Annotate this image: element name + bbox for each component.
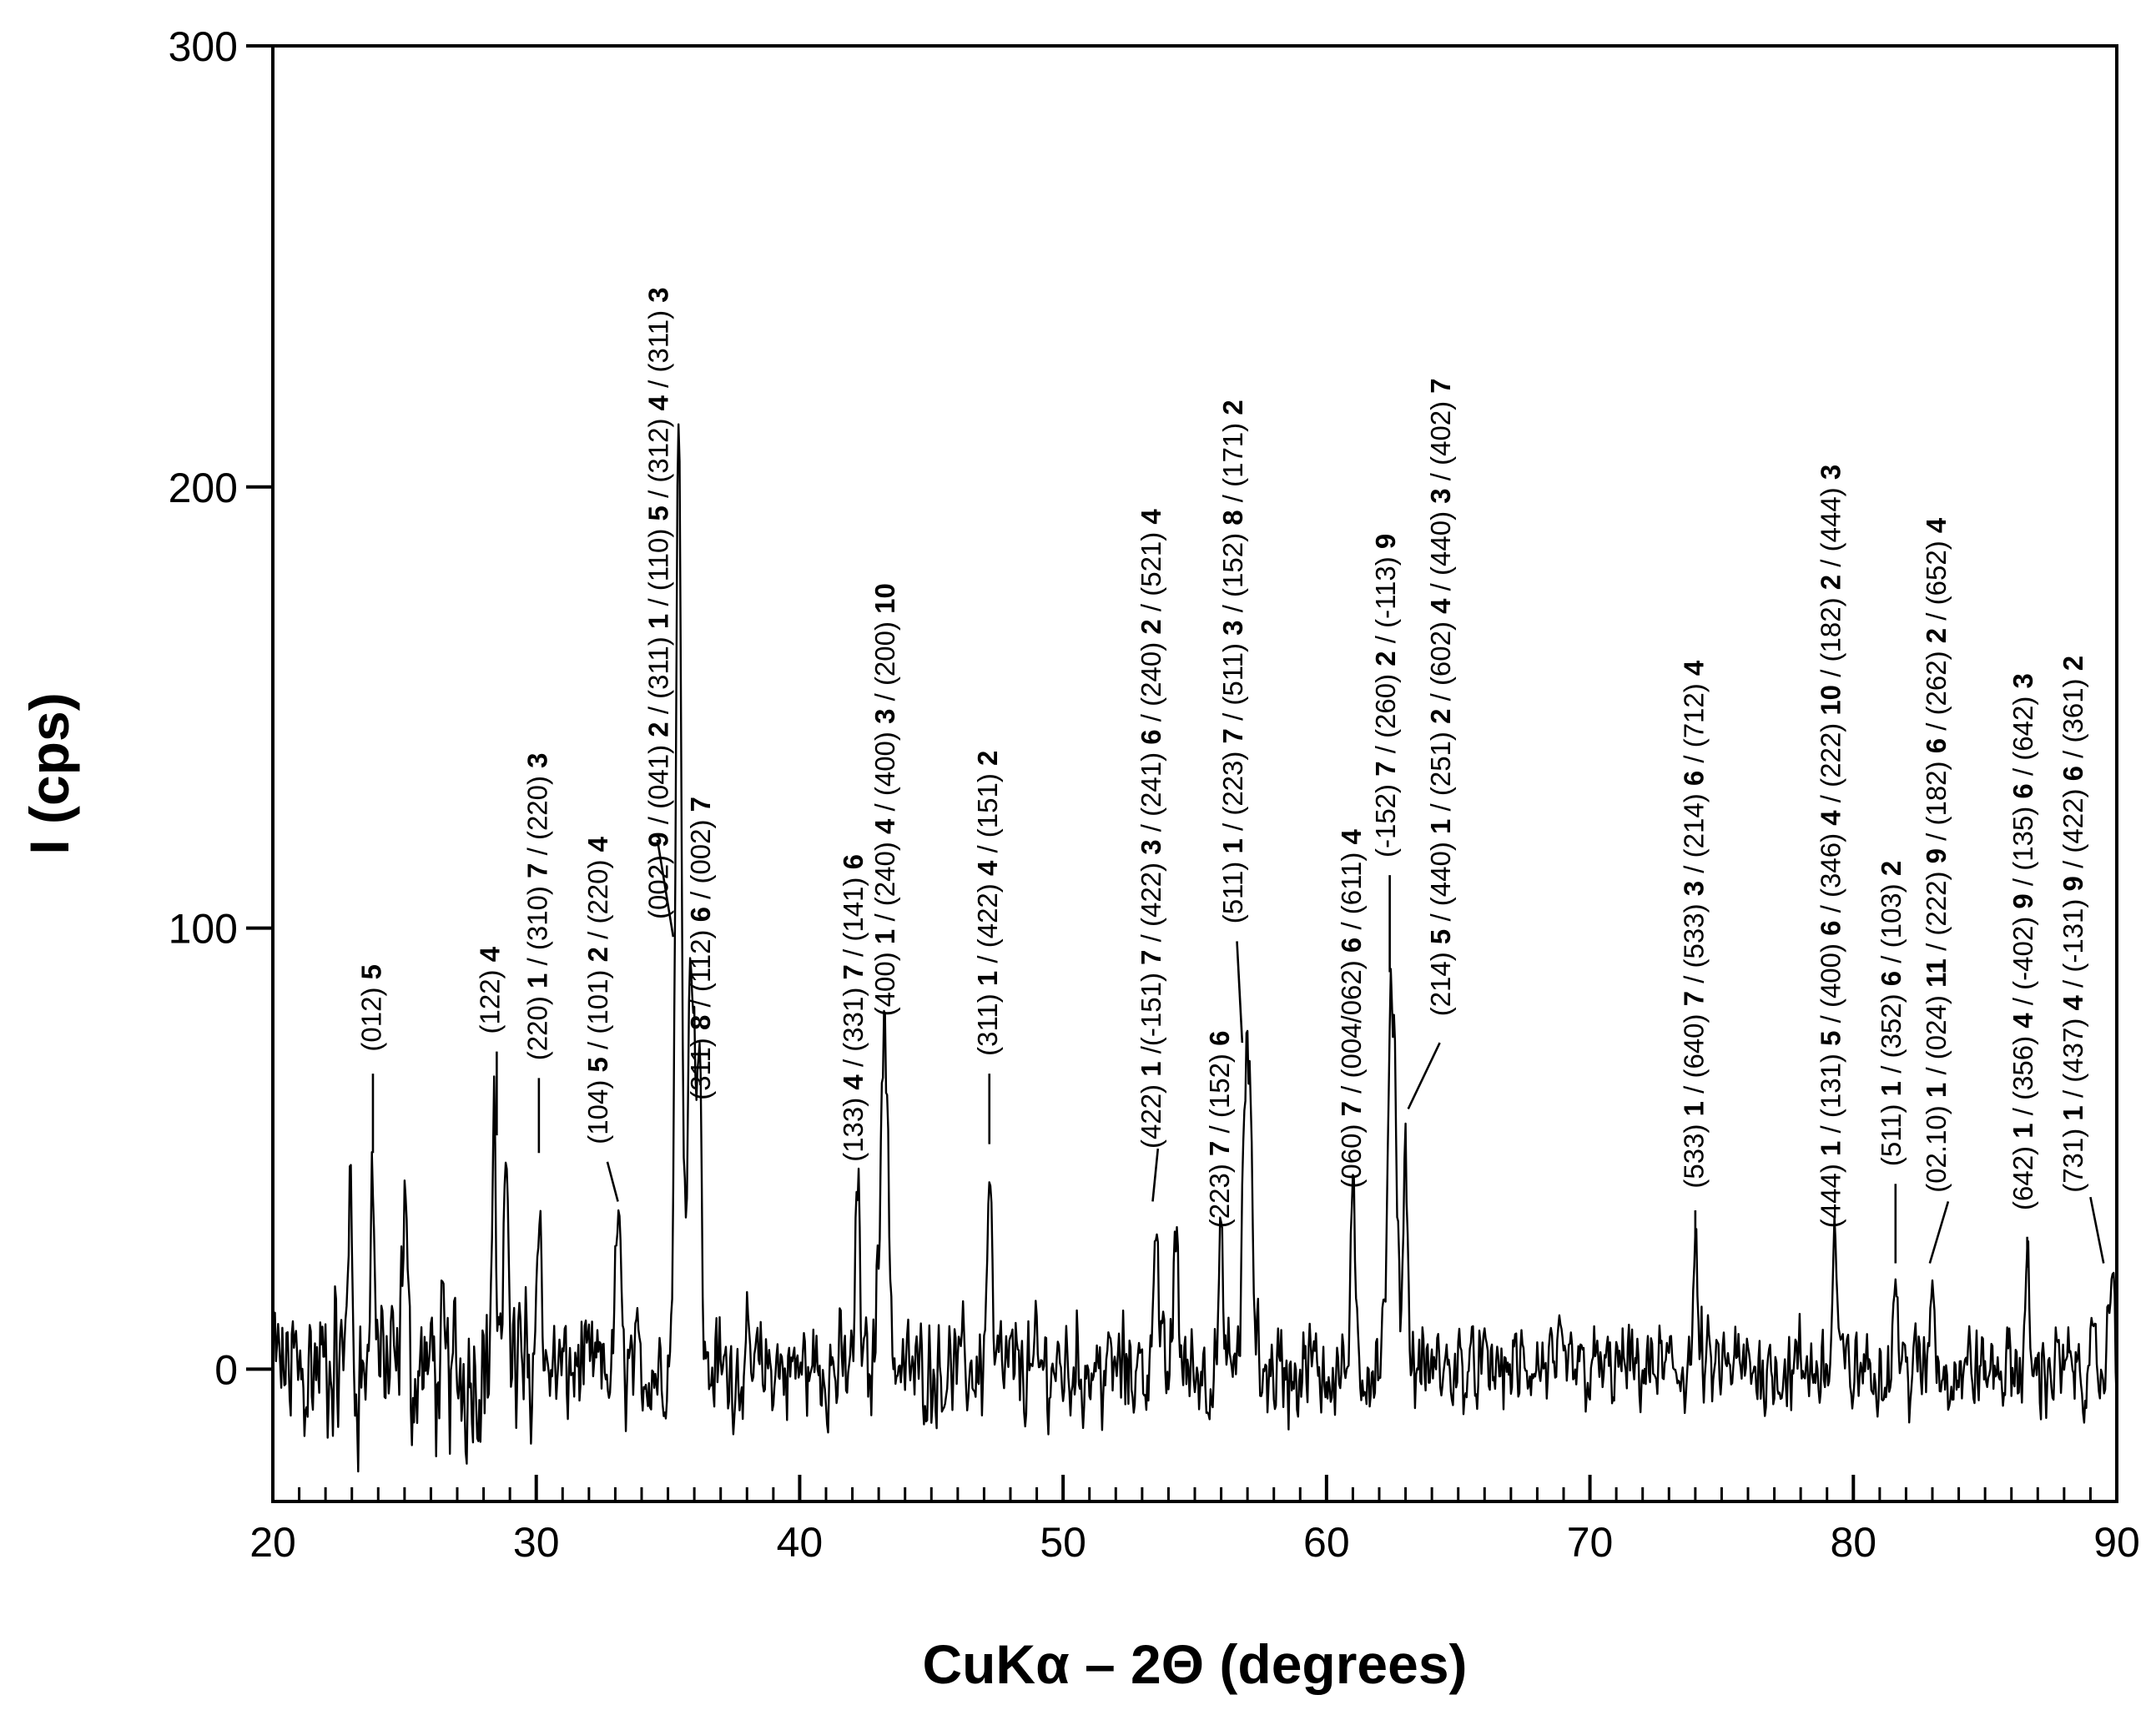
peak-label: (223) 7 / (152) 6 — [1204, 1031, 1235, 1229]
peak-label: (012) 5 — [355, 964, 386, 1052]
diffraction-series — [273, 423, 2117, 1473]
peak-leader-line — [1151, 1148, 1160, 1202]
peak-label: (104) 5 / (101) 2 / (220) 4 — [582, 836, 613, 1144]
peak-leader-line — [656, 839, 675, 938]
peak-label: (511) 1 / (223) 7 / (511) 3 / (152) 8 / … — [1217, 400, 1248, 923]
series-line — [273, 423, 2117, 1473]
peak-label: (220) 1 / (310) 7 / (220) 3 — [521, 752, 552, 1060]
peak-label: (422) 1 /(-151) 7 / (422) 3 / (241) 6 / … — [1136, 509, 1166, 1149]
peak-label: (311) 8 / (112) 6 / (002) 7 — [685, 797, 716, 1100]
y-axis-title: I (cps) — [18, 692, 80, 854]
peak-label: (400) 1 / (240) 4 / (400) 3 / (200) 10 — [869, 583, 900, 1016]
x-tick-label: 30 — [513, 1519, 560, 1566]
x-tick-label: 70 — [1567, 1519, 1614, 1566]
peak-leader-line — [606, 1161, 619, 1202]
peak-leader-line — [1407, 1042, 1441, 1109]
x-tick-label: 50 — [1040, 1519, 1086, 1566]
y-tick-label: 200 — [169, 465, 238, 511]
peak-label: (060) 7 / (004/062) 6 / (611) 4 — [1336, 828, 1367, 1188]
peak-label: (511) 1 / (352) 6 / (103) 2 — [1876, 861, 1907, 1166]
x-tick-label: 40 — [777, 1519, 824, 1566]
x-tick-label: 60 — [1303, 1519, 1350, 1566]
axes: 20 30 40 50 60 70 80 90 0 100 200 300 — [169, 23, 2140, 1566]
x-tick-label: 20 — [249, 1519, 296, 1566]
peak-label: (731) 1 / (437) 4 / (-131) 9 / (422) 6 /… — [2058, 656, 2088, 1193]
peak-leader-line — [1236, 941, 1244, 1044]
peak-label: (002) 9 / (041) 2 / (311) 1 / (110) 5 / … — [643, 287, 674, 919]
y-tick-label: 0 — [214, 1346, 238, 1393]
peak-label: (311) 1 / (422) 4 / (151) 2 — [972, 751, 1003, 1056]
x-tick-label: 90 — [2093, 1519, 2140, 1566]
peak-annotations: (012) 5 (122) 4 (220) 1 / (310) 7 / (220) … — [355, 287, 2105, 1268]
x-tick-label: 80 — [1830, 1519, 1876, 1566]
peak-label: (642) 1 / (356) 4 / (-402) 9 / (135) 6 /… — [2007, 673, 2038, 1210]
peak-label: (133) 4 / (331) 7 / (141) 6 — [838, 854, 869, 1162]
peak-label: (533) 1 / (640) 7 / (533) 3 / (214) 6 / … — [1678, 660, 1709, 1189]
peak-label: (214) 5 / (440) 1 / (251) 2 / (602) 4 / … — [1425, 378, 1456, 1016]
peak-label: (02.10) 1 / (024) 11 / (222) 9 / (182) 6… — [1921, 517, 1952, 1193]
peak-label: (444) 1 / (131) 5 / (400) 6 / (346) 4 / … — [1816, 465, 1846, 1228]
y-tick-label: 100 — [169, 906, 238, 953]
peak-leader-line — [2089, 1196, 2105, 1264]
peak-label: (122) 4 — [475, 946, 506, 1034]
peak-label: (-152) 7 / (260) 2 / (-113) 9 — [1370, 534, 1401, 858]
x-axis-title: CuKα – 2Θ (degrees) — [922, 1633, 1467, 1695]
peak-leader-line — [1928, 1201, 1950, 1264]
y-tick-label: 300 — [169, 23, 238, 70]
